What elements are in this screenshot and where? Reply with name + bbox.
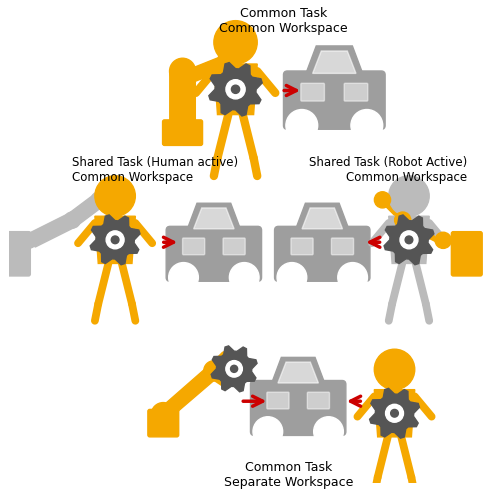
Polygon shape (384, 215, 434, 265)
Circle shape (386, 404, 404, 422)
Polygon shape (214, 64, 257, 115)
Polygon shape (69, 193, 102, 227)
FancyBboxPatch shape (284, 71, 385, 129)
Polygon shape (306, 46, 363, 75)
Circle shape (338, 263, 368, 292)
Circle shape (218, 49, 241, 72)
FancyBboxPatch shape (250, 380, 346, 435)
Circle shape (390, 410, 398, 417)
Polygon shape (28, 213, 76, 247)
Text: Common Task
Common Workspace: Common Task Common Workspace (220, 7, 348, 35)
Polygon shape (302, 208, 343, 229)
FancyBboxPatch shape (162, 120, 202, 145)
Circle shape (168, 263, 198, 292)
FancyBboxPatch shape (182, 238, 204, 255)
Polygon shape (278, 362, 318, 383)
FancyBboxPatch shape (344, 83, 368, 101)
Polygon shape (312, 51, 356, 74)
Circle shape (374, 192, 390, 208)
Circle shape (170, 58, 196, 84)
Circle shape (405, 236, 413, 244)
Circle shape (226, 80, 245, 99)
FancyBboxPatch shape (308, 392, 330, 409)
Polygon shape (271, 357, 325, 384)
FancyBboxPatch shape (452, 232, 482, 276)
Polygon shape (211, 346, 257, 392)
Polygon shape (370, 388, 420, 438)
Circle shape (106, 231, 124, 249)
Polygon shape (156, 364, 217, 418)
Circle shape (253, 417, 282, 447)
Circle shape (314, 417, 344, 447)
Circle shape (112, 236, 119, 244)
Circle shape (91, 192, 108, 208)
Polygon shape (194, 208, 234, 229)
Polygon shape (209, 63, 262, 116)
Text: Shared Task (Human active)
Common Workspace: Shared Task (Human active) Common Worksp… (72, 157, 238, 184)
Polygon shape (388, 216, 429, 263)
FancyBboxPatch shape (274, 226, 370, 281)
Polygon shape (379, 193, 406, 227)
Polygon shape (95, 216, 136, 263)
FancyBboxPatch shape (166, 226, 262, 281)
Polygon shape (176, 53, 230, 89)
FancyBboxPatch shape (291, 238, 313, 255)
Text: Shared Task (Robot Active)
Common Workspace: Shared Task (Robot Active) Common Worksp… (308, 157, 467, 184)
Circle shape (95, 176, 136, 216)
Polygon shape (187, 203, 241, 230)
FancyBboxPatch shape (0, 232, 30, 276)
Circle shape (374, 349, 415, 390)
FancyBboxPatch shape (332, 238, 353, 255)
FancyBboxPatch shape (170, 69, 196, 124)
Circle shape (64, 212, 80, 228)
Circle shape (20, 232, 36, 248)
FancyBboxPatch shape (148, 410, 178, 437)
Circle shape (230, 365, 237, 372)
Circle shape (151, 403, 176, 427)
Polygon shape (400, 213, 446, 247)
Circle shape (388, 176, 429, 216)
Circle shape (351, 110, 382, 141)
Circle shape (232, 85, 239, 93)
Circle shape (435, 232, 452, 248)
FancyBboxPatch shape (223, 238, 245, 255)
Circle shape (230, 263, 259, 292)
Text: Common Task
Separate Workspace: Common Task Separate Workspace (224, 461, 353, 490)
Circle shape (226, 361, 242, 377)
Polygon shape (90, 215, 140, 265)
Circle shape (394, 212, 411, 228)
Circle shape (286, 110, 318, 141)
Circle shape (277, 263, 306, 292)
Polygon shape (296, 203, 349, 230)
FancyBboxPatch shape (301, 83, 324, 101)
FancyBboxPatch shape (267, 392, 289, 409)
Polygon shape (374, 390, 415, 437)
Circle shape (204, 361, 224, 381)
Circle shape (400, 231, 418, 249)
Circle shape (214, 21, 257, 64)
